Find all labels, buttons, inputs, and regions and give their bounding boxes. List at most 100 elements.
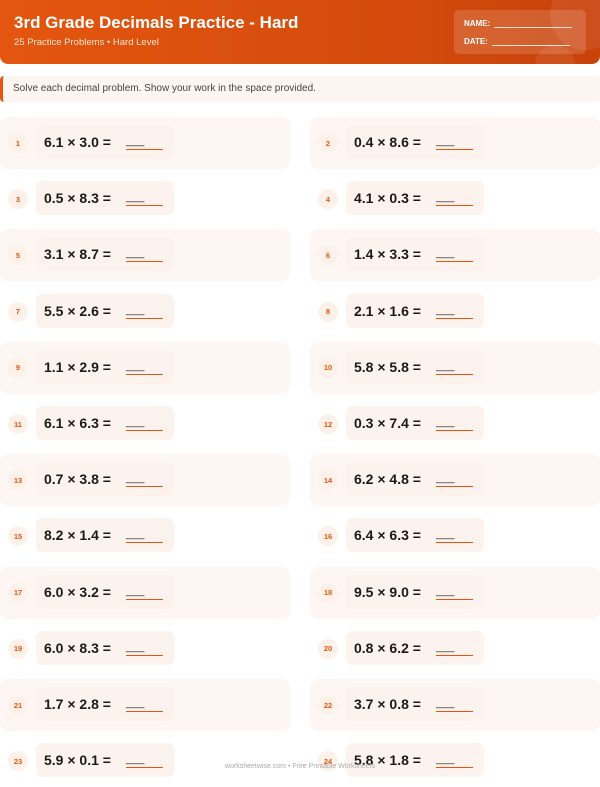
problem-card: 23 5.9 × 0.1 = ___ — [0, 735, 290, 787]
answer-blank[interactable]: ___ — [126, 417, 163, 431]
name-label: NAME: — [464, 19, 491, 28]
problem-number: 23 — [8, 751, 28, 772]
problem-expression: 6.1 × 3.0 = — [44, 134, 111, 150]
worksheet-header: 3rd Grade Decimals Practice - Hard 25 Pr… — [0, 0, 600, 64]
problem-box: 5.8 × 5.8 = ___ — [346, 349, 484, 384]
problem-number: 4 — [318, 189, 338, 210]
problem-number: 10 — [318, 357, 338, 378]
problem-expression: 5.8 × 5.8 = — [354, 358, 421, 375]
problem-number: 9 — [8, 357, 28, 378]
problem-expression: 5.8 × 1.8 = — [354, 752, 421, 769]
problem-card: 11 6.1 × 6.3 = ___ — [0, 398, 290, 450]
answer-blank[interactable]: ___ — [126, 754, 163, 769]
problem-number: 7 — [8, 301, 28, 322]
problem-number: 14 — [318, 470, 338, 491]
instructions: Solve each decimal problem. Show your wo… — [0, 76, 600, 102]
problem-box: 1.4 × 3.3 = ___ — [346, 237, 484, 272]
problem-card: 13 0.7 × 3.8 = ___ — [0, 454, 290, 507]
answer-blank[interactable]: ___ — [436, 698, 473, 712]
problem-box: 6.0 × 3.2 = ___ — [36, 574, 174, 609]
answer-blank[interactable]: ___ — [436, 585, 473, 600]
answer-blank[interactable]: ___ — [126, 698, 163, 712]
problem-box: 0.7 × 3.8 = ___ — [36, 462, 174, 497]
answer-blank[interactable]: ___ — [436, 754, 473, 769]
answer-blank[interactable]: ___ — [436, 248, 473, 263]
answer-blank[interactable]: ___ — [436, 304, 473, 319]
name-field[interactable]: NAME: — [464, 19, 573, 28]
page-title: 3rd Grade Decimals Practice - Hard — [14, 13, 299, 32]
problem-expression: 9.5 × 9.0 = — [354, 583, 421, 600]
problem-expression: 0.3 × 7.4 = — [354, 415, 421, 431]
problem-box: 0.8 × 6.2 = ___ — [346, 630, 484, 665]
problem-number: 20 — [318, 638, 338, 659]
problem-card: 16 6.4 × 6.3 = ___ — [310, 510, 600, 562]
answer-blank[interactable]: ___ — [126, 641, 163, 656]
problem-box: 5.9 × 0.1 = ___ — [36, 743, 174, 778]
problem-box: 9.5 × 9.0 = ___ — [346, 574, 484, 609]
problem-number: 16 — [318, 526, 338, 547]
problem-expression: 8.2 × 1.4 = — [44, 527, 111, 544]
problem-card: 5 3.1 × 8.7 = ___ — [0, 229, 290, 282]
problem-card: 22 3.7 × 0.8 = ___ — [310, 679, 600, 731]
problem-expression: 0.7 × 3.8 = — [44, 471, 111, 488]
problem-box: 2.1 × 1.6 = ___ — [346, 293, 484, 328]
date-line[interactable] — [491, 38, 570, 46]
answer-blank[interactable]: ___ — [436, 529, 473, 544]
problem-expression: 6.0 × 3.2 = — [44, 583, 111, 600]
problem-expression: 3.1 × 8.7 = — [44, 246, 111, 263]
answer-blank[interactable]: ___ — [126, 529, 163, 544]
problem-number: 3 — [8, 189, 28, 210]
problem-card: 19 6.0 × 8.3 = ___ — [0, 623, 290, 675]
page-subtitle: 25 Practice Problems • Hard Level — [14, 37, 159, 48]
problem-card: 20 0.8 × 6.2 = ___ — [310, 623, 600, 675]
date-label: DATE: — [464, 37, 488, 46]
problem-card: 7 5.5 × 2.6 = ___ — [0, 286, 290, 338]
answer-blank[interactable]: ___ — [436, 360, 473, 375]
answer-blank[interactable]: ___ — [436, 417, 473, 431]
problem-number: 5 — [8, 245, 28, 266]
problem-box: 6.1 × 3.0 = ___ — [36, 125, 174, 159]
answer-blank[interactable]: ___ — [436, 136, 473, 150]
problem-card: 6 1.4 × 3.3 = ___ — [310, 229, 600, 282]
problem-card: 3 0.5 × 8.3 = ___ — [0, 173, 290, 225]
problem-box: 6.1 × 6.3 = ___ — [36, 406, 174, 440]
answer-blank[interactable]: ___ — [436, 641, 473, 656]
problem-expression: 3.7 × 0.8 = — [354, 696, 421, 712]
answer-blank[interactable]: ___ — [436, 192, 473, 207]
problem-card: 14 6.2 × 4.8 = ___ — [310, 454, 600, 507]
problem-number: 8 — [318, 301, 338, 322]
problem-box: 0.4 × 8.6 = ___ — [346, 125, 484, 159]
problem-expression: 6.0 × 8.3 = — [44, 639, 111, 656]
problem-card: 17 6.0 × 3.2 = ___ — [0, 566, 290, 619]
problem-number: 1 — [8, 133, 28, 153]
answer-blank[interactable]: ___ — [126, 136, 163, 150]
date-field[interactable]: DATE: — [464, 37, 570, 46]
problem-expression: 1.1 × 2.9 = — [44, 358, 111, 375]
problem-box: 8.2 × 1.4 = ___ — [36, 518, 174, 553]
problem-card: 18 9.5 × 9.0 = ___ — [310, 566, 600, 619]
problem-number: 2 — [318, 133, 338, 153]
problem-box: 6.2 × 4.8 = ___ — [346, 462, 484, 497]
problem-expression: 1.4 × 3.3 = — [354, 246, 421, 263]
answer-blank[interactable]: ___ — [126, 192, 163, 207]
footer: worksheetwise.com • Free Printable Works… — [224, 763, 376, 770]
problem-number: 21 — [8, 695, 28, 715]
problem-box: 4.1 × 0.3 = ___ — [346, 181, 484, 216]
answer-blank[interactable]: ___ — [126, 304, 163, 319]
name-line[interactable] — [494, 20, 573, 28]
problem-card: 4 4.1 × 0.3 = ___ — [310, 173, 600, 225]
problem-card: 12 0.3 × 7.4 = ___ — [310, 398, 600, 450]
answer-blank[interactable]: ___ — [126, 473, 163, 488]
problem-box: 1.1 × 2.9 = ___ — [36, 349, 174, 384]
answer-blank[interactable]: ___ — [436, 473, 473, 488]
problem-number: 22 — [318, 695, 338, 715]
problem-card: 10 5.8 × 5.8 = ___ — [310, 341, 600, 394]
problem-number: 11 — [8, 414, 28, 434]
answer-blank[interactable]: ___ — [126, 585, 163, 600]
name-date-box: NAME: DATE: — [454, 10, 586, 54]
problem-box: 5.8 × 1.8 = ___ — [346, 743, 484, 778]
problem-card: 15 8.2 × 1.4 = ___ — [0, 510, 290, 562]
problem-number: 17 — [8, 582, 28, 603]
answer-blank[interactable]: ___ — [126, 360, 163, 375]
answer-blank[interactable]: ___ — [126, 248, 163, 263]
